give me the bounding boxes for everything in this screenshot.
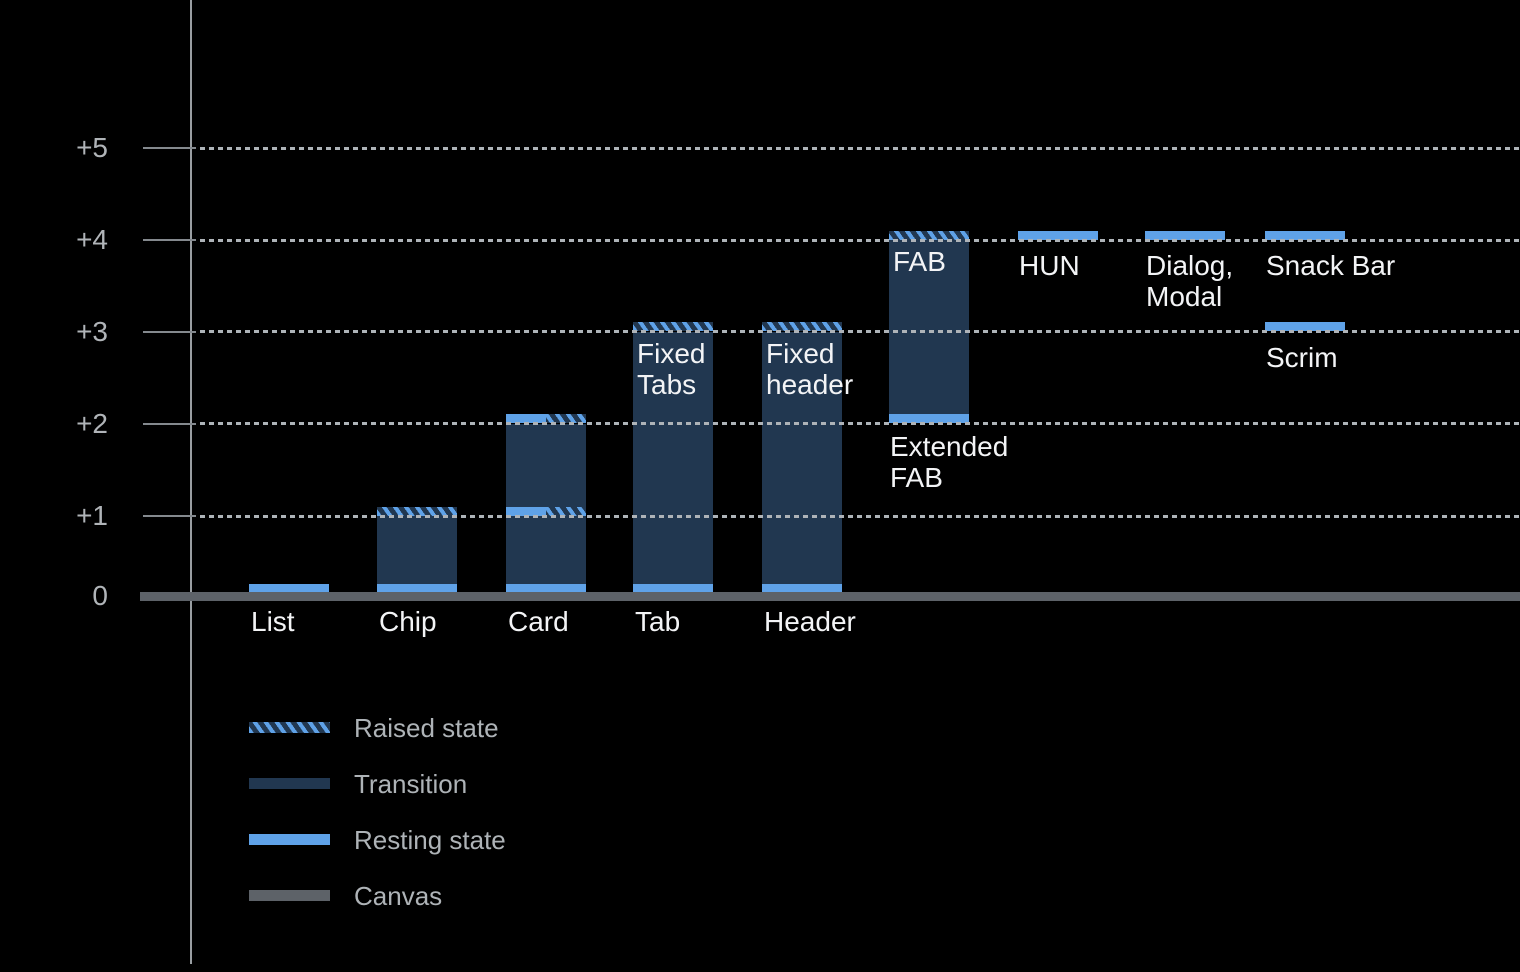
legend-label-transition: Transition	[354, 769, 468, 799]
legend-swatch-canvas	[249, 890, 330, 901]
fab-transition-segment	[889, 240, 969, 414]
snack-bar-resting-segment	[1265, 231, 1345, 240]
header-transition-segment	[762, 332, 842, 585]
y-tick-+5	[143, 147, 196, 149]
card-split-segment	[506, 507, 586, 516]
y-tick-+4	[143, 239, 196, 241]
legend-label-raised: Raised state	[354, 713, 499, 743]
legend-swatch-resting	[249, 834, 330, 845]
dialog-modal-resting-segment	[1145, 231, 1225, 240]
legend-swatch-raised	[249, 722, 330, 733]
y-axis-label-+4: +4	[76, 224, 108, 255]
card-transition-segment	[506, 424, 586, 507]
legend-swatch-transition	[249, 778, 330, 789]
inner-label-tab: Fixed Tabs	[637, 338, 706, 400]
y-axis-label-0: 0	[92, 580, 108, 611]
y-tick-+1	[143, 515, 196, 517]
tab-raised-segment	[633, 322, 713, 331]
gridline-+5	[200, 147, 1520, 150]
chip-transition-segment	[377, 516, 457, 584]
inner-label-fab: FAB	[893, 246, 946, 277]
chip-resting-segment	[377, 584, 457, 592]
category-label-tab: Tab	[635, 606, 681, 637]
legend-label-canvas: Canvas	[354, 881, 443, 911]
gridline-+1	[200, 515, 1520, 518]
scrim-resting-segment	[1265, 322, 1345, 331]
y-axis-label-+3: +3	[76, 316, 108, 347]
y-tick-+3	[143, 331, 196, 333]
gridline-+2	[200, 422, 1520, 425]
category-label-dialog-modal: Dialog, Modal	[1146, 250, 1234, 312]
y-tick-+2	[143, 423, 196, 425]
list-resting-segment	[249, 584, 329, 592]
category-label-fab: Extended FAB	[890, 431, 1009, 493]
canvas-baseline	[140, 592, 1520, 601]
hun-resting-segment	[1018, 231, 1098, 240]
gridline-+4	[200, 239, 1520, 242]
chip-raised-segment	[377, 507, 457, 516]
category-label-snack-bar: Snack Bar	[1266, 250, 1396, 281]
tab-transition-segment	[633, 332, 713, 585]
y-axis-label-+2: +2	[76, 408, 108, 439]
header-resting-segment	[762, 584, 842, 592]
category-label-list: List	[251, 606, 295, 637]
category-label-chip: Chip	[379, 606, 437, 637]
fab-raised-segment	[889, 231, 969, 240]
category-label-header: Header	[764, 606, 856, 637]
y-axis-line	[190, 0, 192, 964]
inner-label-header: Fixed header	[766, 338, 854, 400]
category-label-hun: HUN	[1019, 250, 1080, 281]
y-axis-label-+5: +5	[76, 132, 108, 163]
category-label-card: Card	[508, 606, 569, 637]
fab-resting-segment	[889, 414, 969, 423]
card-resting-segment	[506, 584, 586, 592]
category-label-scrim: Scrim	[1266, 342, 1338, 373]
tab-resting-segment	[633, 584, 713, 592]
card-transition-segment	[506, 516, 586, 584]
gridline-+3	[200, 330, 1520, 333]
header-raised-segment	[762, 322, 842, 331]
card-split-segment	[506, 414, 586, 423]
legend-label-resting: Resting state	[354, 825, 506, 855]
y-axis-label-+1: +1	[76, 500, 108, 531]
